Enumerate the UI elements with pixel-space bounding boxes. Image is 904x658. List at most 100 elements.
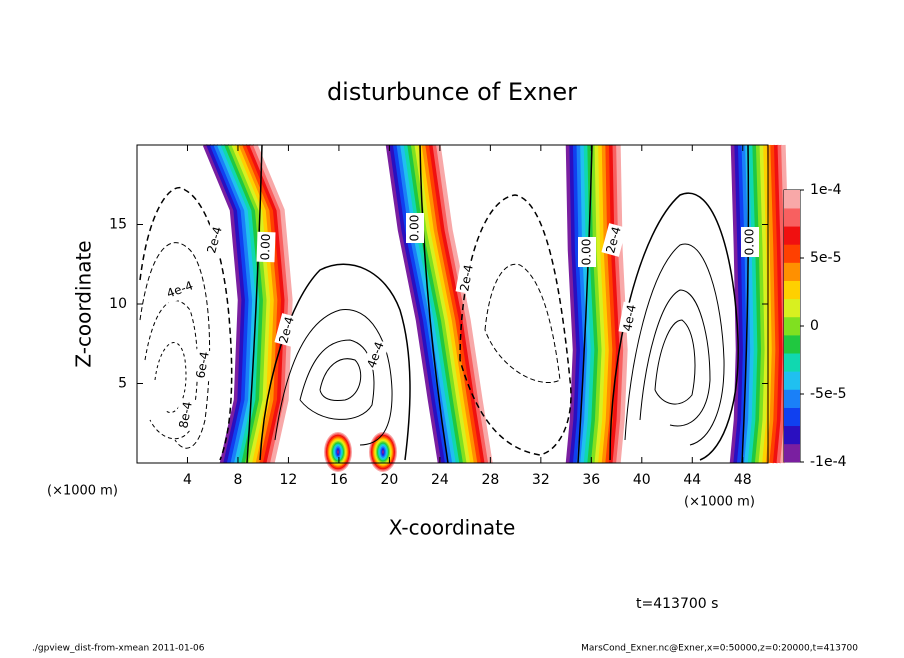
footer-right: MarsCond_Exner.nc@Exner,x=0:50000,z=0:20… xyxy=(581,644,858,654)
color-band xyxy=(772,144,784,464)
contour-label: 4e-4 xyxy=(620,303,638,332)
color-band xyxy=(436,144,493,464)
color-band xyxy=(432,144,490,464)
contour-label-bg xyxy=(256,231,276,263)
y-tick-label: 15 xyxy=(109,217,127,233)
colorbar-tick-label: -1e-4 xyxy=(810,454,847,470)
zero-contour xyxy=(577,144,593,464)
colorbar-swatch xyxy=(784,443,800,463)
contour-label-bg xyxy=(362,337,390,373)
colorbar-swatch xyxy=(784,244,800,263)
contour-label: 2e-4 xyxy=(276,315,297,345)
color-band xyxy=(231,144,272,464)
colorbar-swatch xyxy=(784,316,800,336)
color-band xyxy=(421,144,479,464)
color-band xyxy=(583,144,596,464)
color-band xyxy=(587,144,599,464)
colorbar-swatch xyxy=(784,298,800,318)
contour-label: 2e-4 xyxy=(204,225,225,255)
color-band xyxy=(565,144,578,464)
color-band xyxy=(769,144,780,464)
contour-label-bg xyxy=(741,227,759,257)
contour-label: 0.00 xyxy=(258,233,273,260)
color-band xyxy=(733,144,744,464)
color-band xyxy=(754,144,766,464)
contour-label-bg xyxy=(274,313,300,347)
color-band xyxy=(572,144,585,464)
x-tick-label: 40 xyxy=(633,472,651,488)
contour-label-bg xyxy=(406,213,424,243)
color-band xyxy=(246,144,286,464)
x-tick-label: 48 xyxy=(734,472,752,488)
x-tick-label: 4 xyxy=(183,472,192,488)
x-tick-label: 20 xyxy=(380,472,398,488)
contour-label: 0.00 xyxy=(743,229,757,256)
y-tick-label: 5 xyxy=(118,376,127,392)
x-tick-label: 36 xyxy=(582,472,600,488)
color-band xyxy=(612,144,625,464)
color-band xyxy=(385,144,443,464)
contour-label-bg xyxy=(202,223,228,257)
color-band xyxy=(762,144,773,464)
x-axis-label: X-coordinate xyxy=(389,516,516,540)
color-band xyxy=(400,144,457,464)
contour-label-bg xyxy=(601,223,627,257)
contour-label: 0.00 xyxy=(408,215,422,242)
color-band xyxy=(242,144,282,464)
color-band xyxy=(238,144,279,464)
zero-contour xyxy=(246,144,263,464)
color-band xyxy=(202,144,243,464)
contour-label-bg xyxy=(455,261,479,295)
color-blob xyxy=(382,450,384,454)
color-band xyxy=(747,144,759,464)
colorbar-tick-label: 1e-4 xyxy=(810,182,842,198)
contour-label-bg xyxy=(174,398,198,432)
color-band xyxy=(210,144,250,464)
color-band xyxy=(217,144,257,464)
colorbar-swatch xyxy=(784,262,800,281)
colorbar-tick-label: 0 xyxy=(810,318,819,334)
color-band xyxy=(407,144,464,464)
color-band xyxy=(744,144,755,464)
colorbar-swatch xyxy=(784,389,800,408)
time-label: t=413700 s xyxy=(636,596,718,612)
color-band xyxy=(228,144,268,464)
contour-label: 2e-4 xyxy=(603,225,624,255)
y-tick-label: 10 xyxy=(109,296,127,312)
contour-label: 2e-4 xyxy=(457,263,475,292)
contour-label: 6e-4 xyxy=(193,350,211,379)
color-band xyxy=(206,144,246,464)
contour-label: 0.00 xyxy=(580,239,594,266)
x-tick-label: 44 xyxy=(683,472,701,488)
color-band xyxy=(414,144,472,464)
colorbar-tick-label: 5e-5 xyxy=(810,250,841,266)
colorbar-tick-label: -5e-5 xyxy=(810,386,847,402)
colorbar-swatch xyxy=(784,353,800,372)
color-band xyxy=(736,144,748,464)
chart-title: disturbunce of Exner xyxy=(327,78,577,106)
color-band xyxy=(594,144,607,464)
color-band xyxy=(418,144,475,464)
color-band xyxy=(392,144,450,464)
color-band xyxy=(389,144,446,464)
colorbar-swatch xyxy=(784,425,800,445)
colorbar-swatch xyxy=(784,208,800,227)
x-tick-label: 32 xyxy=(532,472,550,488)
x-unit-label: (×1000 m) xyxy=(47,484,118,499)
x-tick-label: 28 xyxy=(481,472,499,488)
x-tick-label: 12 xyxy=(280,472,298,488)
x-tick-label: 16 xyxy=(330,472,348,488)
color-band xyxy=(576,144,589,464)
color-band xyxy=(765,144,777,464)
color-band xyxy=(224,144,264,464)
contour-label: 8e-4 xyxy=(176,400,194,429)
color-band xyxy=(569,144,581,464)
color-blob xyxy=(337,450,339,454)
colorbar-swatch xyxy=(784,190,800,209)
color-band xyxy=(608,144,621,464)
color-band xyxy=(590,144,603,464)
color-band xyxy=(213,144,254,464)
color-band xyxy=(425,144,482,464)
color-band xyxy=(601,144,614,464)
